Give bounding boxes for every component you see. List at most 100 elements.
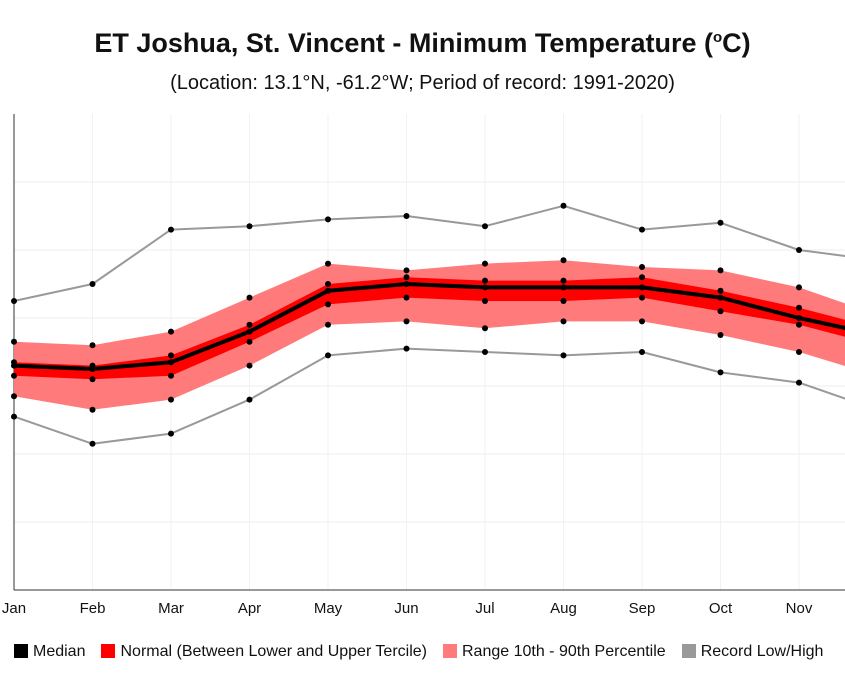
p10-point [11, 393, 17, 400]
lower-tercile-point [639, 294, 645, 301]
record-low-point [246, 396, 253, 403]
record-low-point [560, 352, 567, 359]
x-tick-label: Jun [394, 600, 418, 617]
p90-point [403, 267, 410, 274]
record-low-point [11, 413, 17, 420]
p10-point [246, 362, 253, 369]
upper-tercile-point [403, 274, 410, 281]
upper-tercile-point [639, 274, 645, 281]
record-high-point [325, 216, 331, 223]
p90-point [168, 328, 174, 335]
upper-tercile-point [246, 321, 253, 328]
record-low-point [482, 349, 488, 355]
record-low-point [717, 369, 724, 376]
median-point [560, 284, 567, 291]
x-tick-label: Nov [786, 600, 813, 617]
legend-swatch [101, 644, 116, 658]
p10-point [89, 406, 96, 413]
p90-point [639, 264, 645, 270]
p10-point [560, 318, 567, 325]
median-point [796, 315, 802, 321]
lower-tercile-point [560, 298, 567, 304]
record-low-point [403, 345, 410, 352]
lower-tercile-point [325, 301, 331, 308]
lower-tercile-point [796, 321, 802, 328]
chart-title-degree: o [712, 29, 723, 46]
legend-item: Median [14, 640, 85, 664]
line-layer [13, 204, 845, 445]
x-tick-label: Jul [475, 600, 494, 617]
record-high-point [796, 247, 802, 253]
p90-point [89, 342, 96, 349]
median-point [639, 284, 645, 291]
p90-point [717, 267, 724, 274]
lower-tercile-point [482, 298, 488, 304]
p10-point [796, 349, 802, 355]
record-low-point [325, 352, 331, 359]
upper-tercile-point [560, 277, 567, 284]
legend-item: Record Low/High [681, 640, 824, 664]
p10-point [403, 318, 410, 325]
x-tick-label: Sep [629, 600, 656, 617]
record-high-point [403, 213, 410, 219]
point-layer [11, 202, 802, 447]
legend-swatch [681, 644, 696, 658]
tick-layer: JanFebMarAprMayJunJulAugSepOctNovDec [2, 600, 813, 617]
record-low-point [639, 349, 645, 355]
median-point [403, 281, 410, 287]
p90-point [246, 294, 253, 301]
median-line [13, 282, 845, 371]
record-high-point [560, 202, 567, 209]
legend-label: Normal (Between Lower and Upper Tercile) [120, 643, 427, 660]
record-high-point [717, 219, 724, 226]
p10-point [482, 325, 488, 332]
upper-tercile-point [482, 277, 488, 284]
lower-tercile-point [403, 294, 410, 301]
legend-label: Median [33, 643, 86, 660]
band-layer [14, 260, 845, 410]
upper-tercile-point [325, 281, 331, 287]
lower-tercile-point [89, 376, 96, 383]
median-point [325, 287, 331, 294]
lower-tercile-point [11, 372, 17, 379]
median-point [717, 294, 724, 301]
chart-title-text: ET Joshua, St. Vincent - Minimum Tempera… [94, 28, 713, 58]
record-low-point [89, 440, 96, 447]
record-low-point [168, 430, 174, 437]
lower-tercile-point [168, 372, 174, 379]
legend-label: Range 10th - 90th Percentile [462, 643, 666, 660]
record-high-point [11, 298, 17, 304]
p90-point [325, 260, 331, 267]
record-low-point [796, 379, 802, 386]
legend-swatch [443, 644, 457, 658]
legend-item: Normal (Between Lower and Upper Tercile) [101, 640, 427, 664]
chart-legend: Median Normal (Between Lower and Upper Te… [14, 640, 845, 664]
p10-point [717, 332, 724, 338]
p10-point [325, 321, 331, 328]
upper-tercile-point [796, 304, 802, 311]
p90-point [560, 257, 567, 264]
p90-point [482, 260, 488, 267]
x-tick-label: Feb [80, 600, 106, 617]
chart-title: ET Joshua, St. Vincent - Minimum Tempera… [0, 18, 845, 63]
record-high-point [168, 226, 174, 233]
record-high-point [89, 281, 96, 287]
chart-subtitle: (Location: 13.1°N, -61.2°W; Period of re… [170, 72, 675, 94]
median-point [89, 366, 96, 372]
legend-label: Record Low/High [700, 643, 824, 660]
record-high-point [482, 223, 488, 230]
record-high-point [639, 226, 645, 233]
record-high-point [246, 223, 253, 230]
x-tick-label: Jan [2, 600, 26, 617]
p10-point [168, 396, 174, 403]
lower-tercile-point [246, 338, 253, 345]
legend-item: Range 10th - 90th Percentile [443, 640, 666, 664]
upper-tercile-point [717, 287, 724, 294]
record-high-line [13, 204, 845, 302]
record-low-line [13, 347, 845, 445]
tercile-normal-band [14, 277, 845, 380]
p10-point [639, 318, 645, 325]
x-tick-label: Aug [550, 600, 577, 617]
p90-point [11, 338, 17, 345]
